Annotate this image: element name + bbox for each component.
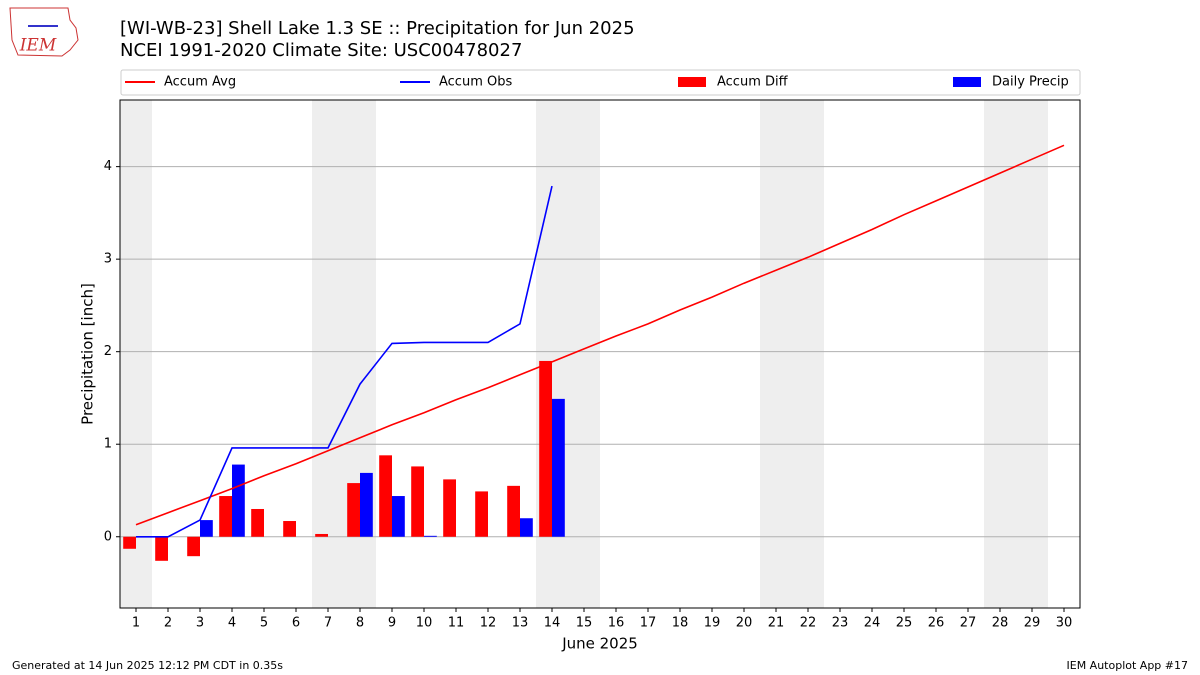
weekend-band [120, 100, 152, 608]
bar [424, 535, 437, 537]
x-tick-label: 17 [640, 616, 657, 631]
chart-title: [WI-WB-23] Shell Lake 1.3 SE :: Precipit… [120, 18, 635, 39]
bar [475, 491, 488, 537]
legend-swatch [953, 77, 981, 87]
x-tick-label: 2 [164, 616, 172, 631]
y-tick-label: 2 [104, 344, 112, 359]
legend-label: Accum Diff [717, 75, 789, 90]
bar [123, 536, 136, 549]
bar [200, 520, 213, 537]
line [135, 144, 1065, 526]
plot-frame [119, 99, 1081, 609]
bar [507, 485, 520, 537]
bar [360, 472, 373, 537]
bar [379, 455, 392, 537]
x-tick-label: 13 [512, 616, 529, 631]
x-tick-label: 19 [704, 616, 721, 631]
legend-swatch [678, 77, 706, 87]
footer-right: IEM Autoplot App #17 [1067, 659, 1189, 672]
bar [315, 533, 328, 537]
bar [520, 518, 533, 537]
footer-left: Generated at 14 Jun 2025 12:12 PM CDT in… [12, 659, 283, 672]
bar [347, 483, 360, 537]
y-tick-label: 3 [104, 252, 112, 267]
legend-label: Daily Precip [992, 75, 1069, 90]
bar [392, 496, 405, 537]
x-tick-label: 6 [292, 616, 300, 631]
y-tick-label: 0 [104, 529, 112, 544]
x-tick-label: 20 [736, 616, 753, 631]
bar [283, 521, 296, 537]
legend-box [120, 69, 1081, 96]
bar [443, 479, 456, 537]
x-tick-label: 10 [416, 616, 433, 631]
x-tick-label: 5 [260, 616, 268, 631]
x-tick-label: 15 [576, 616, 593, 631]
y-axis-label: Precipitation [inch] [79, 283, 97, 425]
x-tick-label: 24 [864, 616, 881, 631]
bar [539, 360, 552, 537]
x-tick-label: 7 [324, 616, 332, 631]
bar [251, 508, 264, 537]
x-tick-label: 12 [480, 616, 497, 631]
y-tick-label: 1 [104, 437, 112, 452]
x-tick-label: 8 [356, 616, 364, 631]
x-tick-label: 16 [608, 616, 625, 631]
x-tick-label: 4 [228, 616, 236, 631]
logo-text: IEM [19, 36, 57, 56]
x-tick-label: 11 [448, 616, 465, 631]
weekend-band [312, 100, 344, 608]
x-tick-label: 25 [896, 616, 913, 631]
legend-label: Accum Obs [439, 75, 512, 90]
x-tick-label: 28 [992, 616, 1009, 631]
legend-label: Accum Avg [164, 75, 236, 90]
x-tick-label: 18 [672, 616, 689, 631]
x-tick-label: 26 [928, 616, 945, 631]
x-tick-label: 21 [768, 616, 785, 631]
weekend-band [1016, 100, 1048, 608]
x-tick-label: 14 [544, 616, 561, 631]
bar [552, 398, 565, 537]
bar [411, 466, 424, 537]
x-axis-label: June 2025 [561, 635, 638, 653]
bar [219, 496, 232, 537]
x-tick-label: 23 [832, 616, 849, 631]
line [136, 185, 553, 538]
weekend-band [760, 100, 792, 608]
bar [187, 536, 200, 557]
x-tick-label: 30 [1056, 616, 1073, 631]
y-tick-label: 4 [104, 159, 112, 174]
bar [155, 536, 168, 561]
x-tick-label: 29 [1024, 616, 1041, 631]
x-tick-label: 27 [960, 616, 977, 631]
x-tick-label: 3 [196, 616, 204, 631]
weekend-band [792, 100, 824, 608]
x-tick-label: 9 [388, 616, 396, 631]
x-tick-label: 1 [132, 616, 140, 631]
logo: IEM [9, 7, 79, 57]
weekend-band [984, 100, 1016, 608]
x-tick-label: 22 [800, 616, 817, 631]
chart-subtitle: NCEI 1991-2020 Climate Site: USC00478027 [120, 40, 522, 61]
bar [232, 464, 245, 537]
